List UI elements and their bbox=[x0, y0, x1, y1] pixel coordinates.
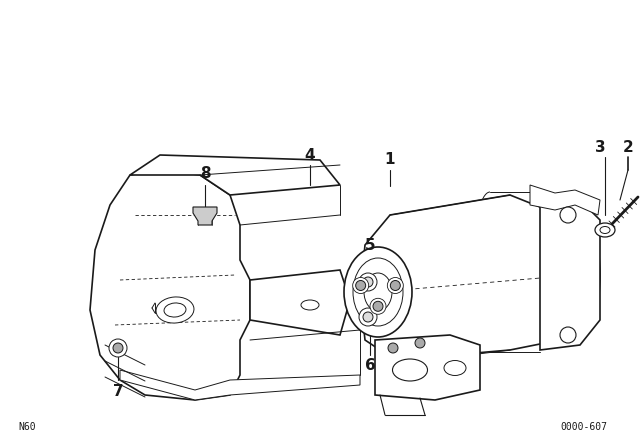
Circle shape bbox=[109, 339, 127, 357]
Circle shape bbox=[363, 312, 373, 322]
Circle shape bbox=[387, 277, 403, 293]
Polygon shape bbox=[250, 270, 350, 335]
Polygon shape bbox=[120, 370, 360, 400]
Circle shape bbox=[390, 280, 401, 290]
Ellipse shape bbox=[444, 361, 466, 375]
Polygon shape bbox=[375, 335, 480, 400]
Ellipse shape bbox=[301, 300, 319, 310]
Ellipse shape bbox=[595, 223, 615, 237]
Text: 2: 2 bbox=[623, 141, 634, 155]
Circle shape bbox=[359, 308, 377, 326]
Text: 7: 7 bbox=[113, 384, 124, 400]
Ellipse shape bbox=[600, 227, 610, 233]
Circle shape bbox=[353, 277, 369, 293]
Polygon shape bbox=[130, 155, 340, 195]
Text: 8: 8 bbox=[200, 167, 211, 181]
Ellipse shape bbox=[164, 303, 186, 317]
Circle shape bbox=[560, 207, 576, 223]
Circle shape bbox=[113, 343, 123, 353]
Text: 4: 4 bbox=[305, 147, 316, 163]
Circle shape bbox=[560, 327, 576, 343]
Ellipse shape bbox=[392, 359, 428, 381]
Text: 1: 1 bbox=[385, 152, 396, 168]
Ellipse shape bbox=[156, 297, 194, 323]
Text: 3: 3 bbox=[595, 141, 605, 155]
Circle shape bbox=[388, 343, 398, 353]
Ellipse shape bbox=[364, 273, 392, 311]
Circle shape bbox=[370, 298, 386, 314]
Text: 0000-607: 0000-607 bbox=[560, 422, 607, 432]
Text: 6: 6 bbox=[365, 358, 376, 372]
Polygon shape bbox=[360, 195, 580, 360]
Circle shape bbox=[363, 277, 373, 287]
Circle shape bbox=[373, 302, 383, 311]
Circle shape bbox=[356, 280, 365, 290]
Polygon shape bbox=[193, 207, 217, 225]
Text: 5: 5 bbox=[365, 237, 375, 253]
Circle shape bbox=[359, 273, 377, 291]
Ellipse shape bbox=[344, 247, 412, 337]
Polygon shape bbox=[90, 170, 250, 400]
Text: N60: N60 bbox=[18, 422, 36, 432]
Circle shape bbox=[415, 338, 425, 348]
Polygon shape bbox=[540, 195, 600, 350]
Ellipse shape bbox=[353, 258, 403, 326]
Polygon shape bbox=[530, 185, 600, 215]
